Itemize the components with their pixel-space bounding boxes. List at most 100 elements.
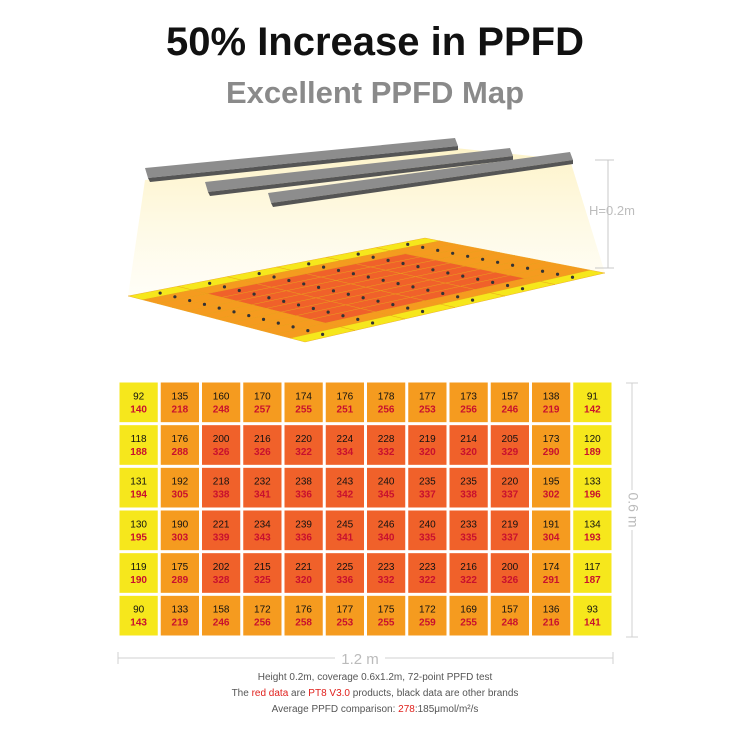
grid-cell bbox=[573, 467, 612, 508]
sensor-point bbox=[272, 275, 276, 279]
other-brand-value: 175 bbox=[378, 605, 395, 616]
pt8-value: 340 bbox=[378, 532, 395, 543]
grid-cell bbox=[160, 382, 199, 423]
sensor-point bbox=[420, 309, 425, 314]
pt8-value: 302 bbox=[543, 490, 560, 501]
pt8-value: 190 bbox=[130, 575, 147, 586]
grid-cell bbox=[532, 553, 571, 593]
pt8-value: 332 bbox=[378, 575, 395, 586]
pt8-value: 218 bbox=[172, 404, 189, 415]
other-brand-value: 223 bbox=[378, 562, 395, 573]
sensor-point bbox=[252, 292, 256, 296]
grid-cell bbox=[367, 425, 406, 465]
pt8-value: 320 bbox=[295, 575, 312, 586]
pt8-value: 288 bbox=[172, 447, 189, 458]
pt8-value: 256 bbox=[254, 618, 271, 629]
pt8-value: 140 bbox=[130, 404, 147, 415]
sensor-point bbox=[466, 254, 470, 258]
grid-cell bbox=[367, 467, 406, 508]
other-brand-value: 133 bbox=[584, 477, 601, 488]
other-brand-value: 223 bbox=[419, 562, 436, 573]
pt8-value: 338 bbox=[460, 490, 477, 501]
other-brand-value: 119 bbox=[131, 562, 147, 573]
other-brand-value: 177 bbox=[337, 605, 354, 616]
sensor-point bbox=[356, 317, 360, 321]
grid-cell bbox=[449, 553, 488, 593]
grid-cell bbox=[573, 595, 612, 636]
other-brand-value: 178 bbox=[378, 391, 395, 402]
pt8-value: 337 bbox=[502, 532, 519, 543]
grid-cell bbox=[243, 382, 282, 423]
other-brand-value: 218 bbox=[213, 477, 230, 488]
grid-cell bbox=[449, 510, 488, 551]
pt8-value: 322 bbox=[295, 447, 312, 458]
sensor-point bbox=[311, 306, 315, 311]
other-brand-value: 174 bbox=[295, 391, 312, 402]
grid-cell bbox=[119, 595, 158, 636]
other-brand-value: 172 bbox=[419, 605, 436, 616]
pt8-value: 143 bbox=[130, 618, 147, 629]
pt8-value: 248 bbox=[213, 404, 230, 415]
pt8-value: 335 bbox=[419, 532, 436, 543]
sensor-point bbox=[371, 255, 375, 259]
sensor-point bbox=[481, 257, 485, 261]
grid-cell bbox=[119, 510, 158, 551]
note-line: Height 0.2m, coverage 0.6x1.2m, 72-point… bbox=[258, 672, 493, 683]
grid-cell bbox=[202, 467, 241, 508]
grid-cell bbox=[119, 553, 158, 593]
pt8-value: 256 bbox=[460, 404, 477, 415]
sensor-point bbox=[158, 291, 162, 295]
other-brand-value: 219 bbox=[419, 434, 436, 445]
grid-cell bbox=[408, 595, 447, 636]
grid-cell bbox=[284, 510, 323, 551]
sensor-point bbox=[326, 310, 330, 314]
sensor-point bbox=[282, 299, 286, 303]
other-brand-value: 160 bbox=[213, 391, 230, 402]
other-brand-value: 157 bbox=[502, 605, 519, 616]
pt8-value: 259 bbox=[419, 618, 436, 629]
pt8-value: 289 bbox=[172, 575, 189, 586]
pt8-value: 332 bbox=[378, 447, 395, 458]
other-brand-value: 233 bbox=[460, 519, 477, 530]
illustration: H=0.2m bbox=[127, 138, 635, 343]
other-brand-value: 175 bbox=[172, 562, 189, 573]
pt8-value: 336 bbox=[295, 532, 312, 543]
sensor-point bbox=[525, 266, 530, 270]
pt8-value: 141 bbox=[584, 618, 601, 629]
sensor-point bbox=[555, 272, 560, 276]
grid-cell bbox=[367, 553, 406, 593]
pt8-value: 193 bbox=[584, 532, 601, 543]
sensor-point bbox=[411, 285, 415, 289]
grid-cell bbox=[243, 425, 282, 465]
pt8-value: 257 bbox=[254, 404, 271, 415]
sensor-point bbox=[470, 298, 475, 302]
sensor-point bbox=[386, 258, 390, 262]
sensor-point bbox=[257, 271, 261, 276]
other-brand-value: 220 bbox=[295, 434, 312, 445]
other-brand-value: 176 bbox=[295, 605, 312, 616]
sensor-point bbox=[291, 325, 295, 329]
other-brand-value: 228 bbox=[378, 434, 395, 445]
note-part: PT8 V3.0 bbox=[308, 688, 350, 699]
sensor-point bbox=[188, 298, 192, 303]
other-brand-value: 177 bbox=[419, 391, 436, 402]
sensor-point bbox=[351, 272, 355, 276]
sensor-point bbox=[316, 285, 321, 289]
sensor-point bbox=[496, 260, 500, 264]
grid-cell bbox=[119, 425, 158, 465]
width-label: 1.2 m bbox=[341, 651, 379, 668]
other-brand-value: 240 bbox=[378, 477, 395, 488]
other-brand-value: 90 bbox=[133, 605, 145, 616]
other-brand-value: 235 bbox=[460, 477, 477, 488]
other-brand-value: 234 bbox=[254, 519, 271, 530]
grid-cell bbox=[367, 595, 406, 636]
other-brand-value: 172 bbox=[254, 605, 271, 616]
grid-cell bbox=[243, 510, 282, 551]
sensor-point bbox=[520, 287, 525, 291]
grid-cell bbox=[202, 510, 241, 551]
grid-cell bbox=[532, 595, 571, 636]
sensor-point bbox=[376, 299, 380, 303]
pt8-value: 326 bbox=[254, 447, 271, 458]
sensor-point bbox=[341, 314, 345, 318]
